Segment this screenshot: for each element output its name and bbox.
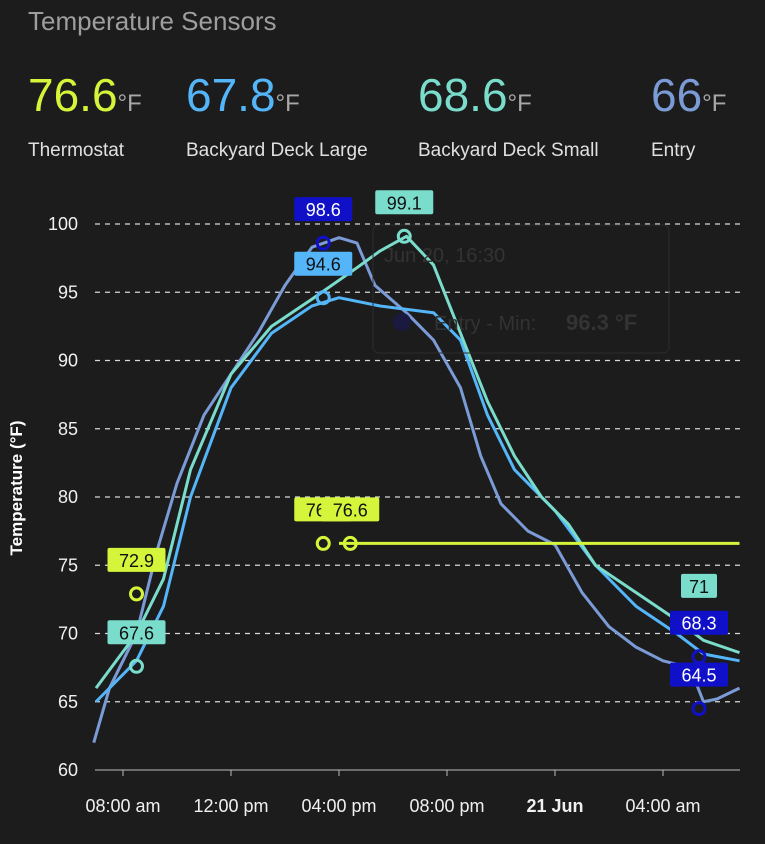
sensor-unit: °F [275, 90, 300, 117]
data-label: 71 [689, 577, 709, 597]
data-point-marker [691, 701, 707, 717]
sensor-backyard-deck-large[interactable]: 67.8°F Backyard Deck Large [186, 69, 368, 161]
y-tick-label: 70 [58, 624, 78, 644]
x-tick-label: 08:00 pm [409, 796, 484, 816]
sensor-name: Entry [651, 140, 696, 161]
tooltip-marker [393, 313, 411, 331]
data-label: 76.6 [333, 500, 368, 520]
data-label-box [321, 497, 380, 522]
data-label-box [294, 197, 353, 222]
sensor-entry[interactable]: 66°F Entry [651, 69, 727, 161]
y-tick-label: 65 [58, 692, 78, 712]
data-point-marker [315, 235, 331, 251]
data-point-marker [129, 658, 144, 674]
sensor-unit: °F [117, 90, 142, 117]
data-point-marker [129, 586, 144, 602]
y-tick-label: 95 [58, 282, 78, 302]
data-label-box [294, 251, 353, 276]
y-tick-label: 85 [58, 419, 78, 439]
sensor-thermostat[interactable]: 76.6°F Thermostat [28, 69, 142, 161]
x-tick-label: 12:00 pm [193, 796, 268, 816]
data-label-box [670, 610, 728, 635]
y-tick-label: 80 [58, 487, 78, 507]
x-tick-label: 04:00 am [625, 796, 700, 816]
data-label: 64.5 [681, 666, 716, 686]
sensor-unit: °F [702, 90, 727, 117]
series-line-backyard-deck-small [94, 234, 740, 689]
tooltip-time: Jun 20, 16:30 [384, 245, 505, 267]
data-label: 67.6 [119, 623, 154, 643]
data-point-marker [315, 535, 331, 551]
tooltip-label: Entry - Min: [434, 313, 536, 335]
sensor-unit: °F [507, 90, 532, 117]
y-tick-label: 75 [58, 555, 78, 575]
data-label: 99.1 [387, 193, 422, 213]
y-axis-label: Temperature (°F) [7, 421, 26, 556]
series-line-entry [92, 236, 741, 744]
data-label-box [375, 190, 434, 215]
data-label: 68.3 [681, 614, 716, 634]
data-label-box [681, 573, 717, 598]
x-tick-label: 04:00 pm [301, 796, 376, 816]
tooltip-box [372, 224, 670, 354]
x-tick-label: 21 Jun [526, 796, 583, 816]
sensor-name: Backyard Deck Small [418, 140, 599, 161]
sensor-name: Thermostat [28, 140, 125, 161]
data-label: 98.6 [306, 200, 341, 220]
card-title: Temperature Sensors [28, 6, 277, 36]
sensor-value: 68.6 [418, 69, 508, 121]
data-point-marker [342, 535, 358, 551]
sensor-value: 76.6 [28, 69, 118, 121]
data-label-box [107, 547, 166, 572]
sensor-value: 66 [651, 69, 703, 121]
data-point-marker [691, 649, 707, 665]
data-label-box [107, 620, 166, 645]
data-label: 94.6 [306, 255, 341, 275]
sensor-backyard-deck-small[interactable]: 68.6°F Backyard Deck Small [418, 69, 599, 161]
y-tick-label: 100 [48, 214, 78, 234]
x-tick-label: 08:00 am [85, 796, 160, 816]
sensor-value: 67.8 [186, 69, 276, 121]
series-line-backyard-deck-large [94, 296, 740, 703]
data-label: 72.9 [119, 551, 154, 571]
data-point-marker [396, 228, 412, 244]
data-label-box [670, 662, 728, 687]
data-point-marker [315, 290, 331, 306]
tooltip-value: 96.3 °F [566, 310, 637, 335]
y-tick-label: 90 [58, 351, 78, 371]
sensor-name: Backyard Deck Large [186, 140, 368, 161]
y-tick-label: 60 [58, 760, 78, 780]
